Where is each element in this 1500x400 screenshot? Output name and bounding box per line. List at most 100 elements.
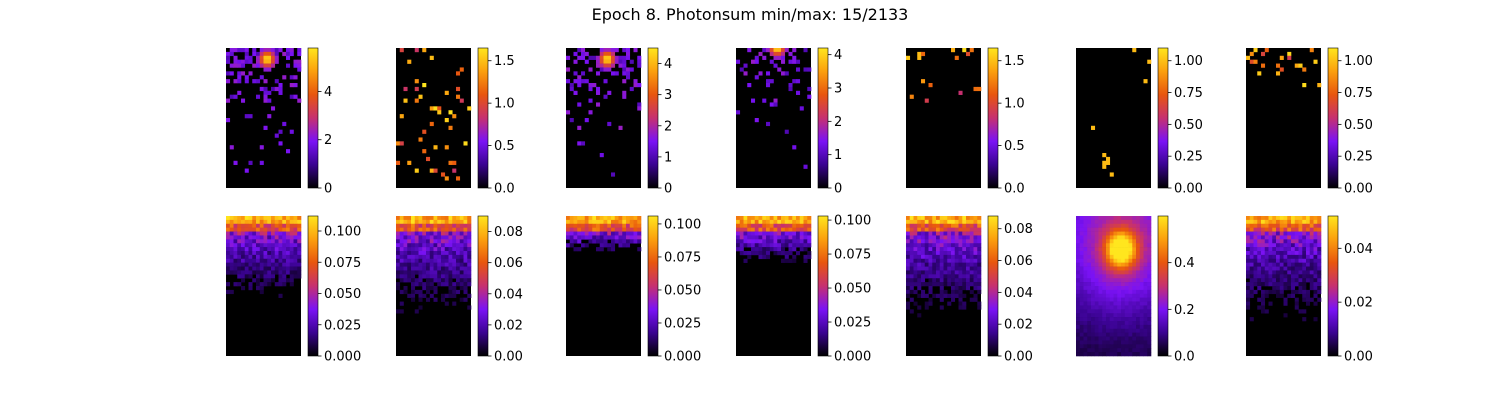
heatmap-cell (784, 216, 789, 221)
heatmap-cell (1264, 243, 1269, 248)
colorbar-tick-label: 0.04 (494, 287, 523, 302)
heatmap-cell (1098, 313, 1103, 318)
heatmap-cell (1121, 340, 1126, 345)
heatmap-cell (803, 235, 808, 240)
heatmap-cell (463, 231, 468, 236)
heatmap-cell (977, 286, 982, 291)
heatmap-cell (414, 79, 419, 84)
heatmap-cell (917, 247, 922, 252)
heatmap-cell (1276, 71, 1281, 76)
heatmap-cell (954, 254, 959, 260)
heatmap-cell (1098, 340, 1103, 345)
heatmap-cell (267, 114, 272, 119)
heatmap-cell (411, 262, 416, 267)
heatmap-cell (1098, 348, 1103, 353)
heatmap-cell (906, 239, 911, 244)
heatmap-cell (237, 235, 242, 240)
heatmap-cell (463, 297, 468, 302)
heatmap-cell (1253, 266, 1258, 271)
heatmap-cell (1091, 317, 1096, 322)
heatmap-cell (599, 219, 604, 225)
heatmap-cell (739, 231, 744, 236)
heatmap-cell (599, 51, 604, 57)
heatmap-cell (633, 48, 638, 53)
heatmap-cell (1268, 262, 1273, 267)
heatmap-cell (577, 75, 582, 80)
heatmap-cell (1139, 317, 1144, 322)
heatmap-cell (573, 219, 578, 225)
heatmap-cell (1098, 274, 1103, 279)
colorbar-gradient (1327, 215, 1339, 357)
heatmap-cell (259, 51, 264, 57)
heatmap-cell (607, 227, 612, 232)
heatmap-cell (263, 216, 268, 221)
heatmap-cell (939, 254, 944, 260)
heatmap-cell (947, 293, 952, 298)
heatmap-cell (403, 227, 408, 232)
heatmap-cell (928, 235, 933, 240)
heatmap-cell (924, 231, 929, 236)
heatmap-cell (1147, 227, 1152, 232)
heatmap-cell (1132, 348, 1137, 353)
heatmap-cell (1257, 262, 1262, 267)
heatmap-cell (1306, 274, 1311, 279)
heatmap-cell (1076, 227, 1081, 232)
heatmap-cell (1091, 247, 1096, 252)
heatmap-cell (1109, 278, 1114, 283)
heatmap-cell (947, 223, 952, 228)
heatmap-cell (411, 266, 416, 271)
heatmap-cell (1257, 216, 1262, 221)
heatmap-cell (773, 247, 778, 252)
heatmap-cell (1306, 235, 1311, 240)
heatmap-cell (1261, 254, 1266, 260)
heatmap-cell (618, 243, 623, 248)
heatmap-cell (396, 286, 401, 291)
heatmap-cell (422, 247, 427, 252)
heatmap-cell (1272, 223, 1277, 228)
heatmap-cell (1268, 282, 1273, 287)
heatmap-cell (1298, 262, 1303, 267)
heatmap-cell (1132, 336, 1137, 341)
heatmap-cell (241, 243, 246, 248)
heatmap-cell (1113, 313, 1118, 318)
heatmap-cell (803, 67, 808, 72)
heatmap-cell (418, 94, 423, 99)
heatmap-cell (403, 278, 408, 283)
heatmap-cell (1287, 266, 1292, 271)
heatmap-cell (1302, 274, 1307, 279)
heatmap-cell (1132, 239, 1137, 244)
heatmap-cell (626, 219, 631, 225)
heatmap-cell (399, 48, 404, 53)
heatmap-cell (569, 243, 574, 248)
heatmap-cell (969, 270, 974, 275)
heatmap-cell (962, 282, 967, 287)
heatmap-cell (607, 48, 612, 53)
heatmap-cell (1139, 235, 1144, 240)
heatmap-cell (792, 227, 797, 232)
heatmap-cell (1076, 216, 1081, 221)
heatmap-cell (241, 254, 246, 260)
heatmap-cell (456, 254, 461, 260)
heatmap-cell (437, 266, 442, 271)
heatmap-cell (297, 274, 302, 279)
heatmap-cell (267, 98, 272, 103)
heatmap-cell (906, 278, 911, 283)
heatmap-cell (1098, 235, 1103, 240)
heatmap-cell (1124, 352, 1129, 357)
heatmap-cell (611, 227, 616, 232)
heatmap-cell (459, 98, 464, 103)
heatmap-cell (1113, 251, 1118, 256)
heatmap-cell (259, 289, 264, 295)
heatmap-cell (954, 239, 959, 244)
heatmap-cell (1091, 301, 1096, 306)
heatmap-cell (1128, 340, 1133, 345)
heatmap-cell (1094, 251, 1099, 256)
heatmap-cell (444, 227, 449, 232)
heatmap-cell (1143, 223, 1148, 228)
heatmap-cell (1128, 289, 1133, 295)
heatmap-cell (229, 243, 234, 248)
heatmap-cell (1136, 239, 1141, 244)
heatmap-cell (414, 254, 419, 260)
heatmap-cell (437, 274, 442, 279)
heatmap-cell (252, 270, 257, 275)
